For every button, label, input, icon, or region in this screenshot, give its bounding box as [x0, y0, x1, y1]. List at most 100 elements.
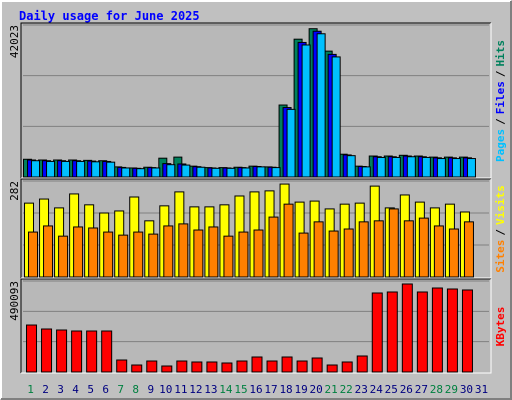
- bar: [103, 231, 114, 278]
- bar: [106, 161, 116, 178]
- x-tick-label: 19: [294, 383, 307, 396]
- bar: [331, 56, 341, 178]
- bar: [256, 166, 266, 178]
- x-tick-label: 7: [117, 383, 124, 396]
- bar: [301, 44, 311, 178]
- bar: [313, 221, 324, 278]
- x-tick-label: 18: [279, 383, 292, 396]
- x-tick-label: 25: [385, 383, 398, 396]
- x-tick-label: 12: [189, 383, 202, 396]
- x-tick-label: 3: [57, 383, 64, 396]
- bar: [76, 160, 86, 178]
- bar: [61, 160, 71, 178]
- x-tick-label: 16: [249, 383, 262, 396]
- bar: [163, 225, 174, 278]
- bar: [268, 216, 279, 278]
- bar: [448, 228, 459, 278]
- bar: [133, 231, 144, 278]
- x-tick-label: 6: [102, 383, 109, 396]
- bar: [121, 167, 131, 178]
- bar: [118, 234, 129, 278]
- x-tick-label: 20: [310, 383, 323, 396]
- x-tick-label: 1: [27, 383, 34, 396]
- bar: [341, 361, 353, 373]
- bar: [26, 324, 38, 373]
- bar: [136, 168, 146, 178]
- x-tick-label: 23: [355, 383, 368, 396]
- bar: [371, 292, 383, 373]
- bar: [418, 217, 429, 278]
- x-tick-label: 29: [445, 383, 458, 396]
- bar: [211, 167, 221, 178]
- bar: [386, 291, 398, 373]
- legend-entry: Hits: [494, 40, 507, 67]
- x-tick-label: 13: [204, 383, 217, 396]
- x-tick-label: 28: [430, 383, 443, 396]
- legend-entry: KBytes: [494, 307, 507, 347]
- legend-separator: /: [494, 70, 507, 77]
- x-tick-label: 31: [475, 383, 488, 396]
- bar: [91, 161, 101, 178]
- bar: [346, 155, 356, 178]
- bar: [206, 361, 218, 373]
- bar: [436, 158, 446, 178]
- bar: [101, 330, 113, 373]
- legend-separator: /: [494, 229, 507, 236]
- bar: [283, 203, 294, 278]
- x-tick-label: 8: [132, 383, 139, 396]
- bar: [86, 330, 98, 373]
- bar: [298, 232, 309, 278]
- legend-entry: Visits: [494, 185, 507, 225]
- bar: [296, 360, 308, 373]
- bar: [43, 225, 54, 278]
- x-tick-label: 10: [159, 383, 172, 396]
- bar: [223, 235, 234, 278]
- bar: [421, 156, 431, 178]
- bar: [388, 208, 399, 278]
- panel-edge-dark: [20, 22, 491, 178]
- bar: [343, 228, 354, 278]
- legend-entry: Sites: [494, 240, 507, 273]
- bar: [31, 160, 41, 178]
- x-tick-label: 24: [370, 383, 384, 396]
- bar: [358, 221, 369, 278]
- panel-edge-light: [21, 279, 492, 374]
- bar: [226, 167, 236, 178]
- bar: [416, 291, 428, 373]
- panel-edge-light: [21, 23, 492, 179]
- legend: KBytes: [494, 307, 507, 347]
- bar: [196, 166, 206, 178]
- bar: [236, 360, 248, 373]
- y-tick-label: 282: [8, 181, 21, 201]
- x-tick-label: 17: [264, 383, 277, 396]
- x-tick-label: 27: [415, 383, 428, 396]
- bar: [56, 329, 68, 373]
- bar: [253, 229, 264, 278]
- bar: [46, 160, 56, 178]
- bar: [161, 365, 173, 373]
- bar: [178, 223, 189, 278]
- legend-separator: /: [494, 118, 507, 125]
- bar: [376, 156, 386, 178]
- panel-edge-light: [21, 179, 492, 279]
- x-tick-label: 9: [147, 383, 154, 396]
- bar: [431, 287, 443, 373]
- x-tick-label: 2: [42, 383, 49, 396]
- panel-edge-dark: [20, 178, 491, 278]
- bar: [151, 167, 161, 178]
- bar: [131, 364, 143, 373]
- x-tick-label: 5: [87, 383, 94, 396]
- bar: [326, 364, 338, 373]
- bar: [328, 230, 339, 278]
- x-tick-label: 21: [325, 383, 338, 396]
- panel: [21, 23, 491, 178]
- y-tick-label: 490093: [8, 281, 21, 321]
- bar: [391, 156, 401, 178]
- bar: [176, 360, 188, 373]
- bar: [466, 158, 476, 178]
- bar: [403, 220, 414, 278]
- bar: [446, 288, 458, 373]
- bar: [148, 233, 159, 278]
